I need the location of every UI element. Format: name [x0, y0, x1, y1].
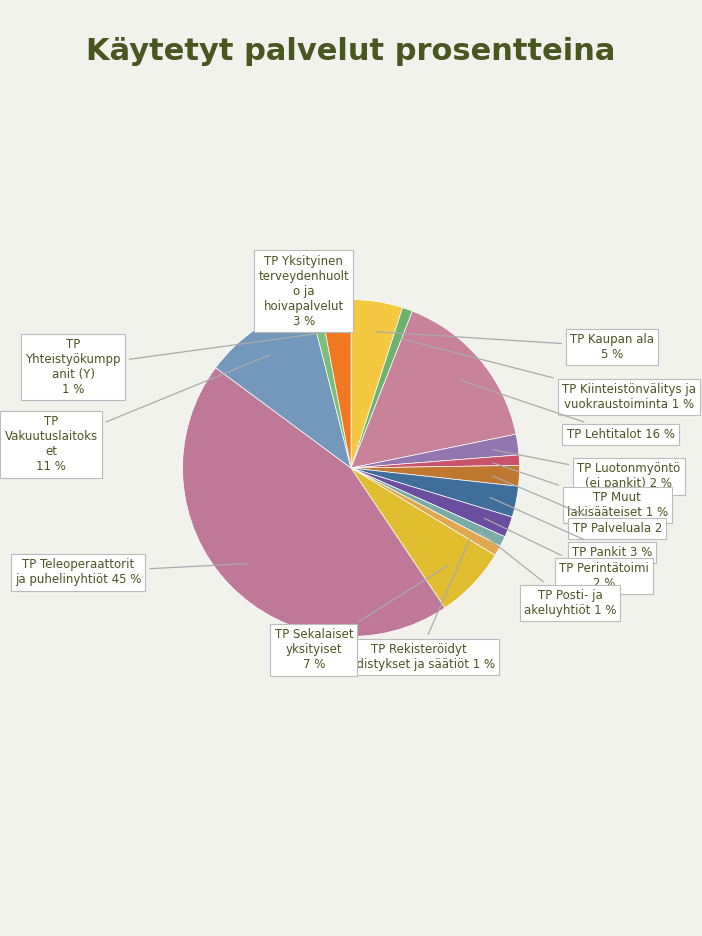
- Text: TP Pankit 3 %: TP Pankit 3 %: [490, 497, 652, 559]
- Text: TP Perintätoimi
2 %: TP Perintätoimi 2 %: [484, 519, 649, 590]
- Text: TP Muut
lakisääteiset 1 %: TP Muut lakisääteiset 1 %: [493, 463, 668, 519]
- Wedge shape: [351, 308, 413, 468]
- Wedge shape: [351, 468, 519, 517]
- Text: TP Yksityinen
terveydenhuolt
o ja
hoivapalvelut
3 %: TP Yksityinen terveydenhuolt o ja hoivap…: [258, 255, 349, 328]
- Text: TP Luotonmyöntö
(ei pankit) 2 %: TP Luotonmyöntö (ei pankit) 2 %: [492, 449, 681, 490]
- Wedge shape: [351, 300, 402, 468]
- Wedge shape: [351, 468, 505, 546]
- Wedge shape: [216, 305, 351, 468]
- Wedge shape: [351, 434, 519, 468]
- Text: TP
Yhteistyökumpp
anit (Y)
1 %: TP Yhteistyökumpp anit (Y) 1 %: [25, 333, 317, 396]
- Text: TP Kiinteistönvälitys ja
vuokraustoiminta 1 %: TP Kiinteistönvälitys ja vuokraustoimint…: [402, 339, 696, 411]
- Wedge shape: [351, 465, 519, 487]
- Wedge shape: [319, 300, 351, 468]
- Wedge shape: [183, 368, 445, 636]
- Text: TP Lehtitalot 16 %: TP Lehtitalot 16 %: [461, 380, 675, 441]
- Text: TP Sekalaiset
yksityiset
7 %: TP Sekalaiset yksityiset 7 %: [274, 565, 447, 671]
- Text: TP Teleoperaattorit
ja puhelinyhtiöt 45 %: TP Teleoperaattorit ja puhelinyhtiöt 45 …: [15, 559, 247, 587]
- Text: TP Palveluala 2: TP Palveluala 2: [493, 476, 662, 535]
- Wedge shape: [351, 468, 495, 607]
- Wedge shape: [351, 468, 501, 555]
- Wedge shape: [351, 311, 516, 468]
- Wedge shape: [310, 302, 351, 468]
- Text: Käytetyt palvelut prosentteina: Käytetyt palvelut prosentteina: [86, 37, 616, 66]
- Text: TP Rekisteröidyt
yhdistykset ja säätiöt 1 %: TP Rekisteröidyt yhdistykset ja säätiöt …: [342, 540, 495, 671]
- Text: TP Kaupan ala
5 %: TP Kaupan ala 5 %: [376, 331, 654, 360]
- Text: TP Posti- ja
akeluyhtiöt 1 %: TP Posti- ja akeluyhtiöt 1 %: [479, 531, 616, 617]
- Text: TP
Vakuutuslaitoks
et
11 %: TP Vakuutuslaitoks et 11 %: [4, 355, 270, 474]
- Wedge shape: [351, 468, 512, 536]
- Wedge shape: [351, 455, 519, 468]
